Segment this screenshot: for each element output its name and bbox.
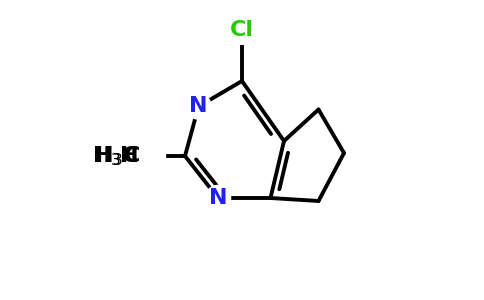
Text: Cl: Cl xyxy=(230,20,254,40)
Text: N: N xyxy=(209,188,227,208)
Text: H: H xyxy=(120,146,138,166)
Circle shape xyxy=(227,16,257,44)
Circle shape xyxy=(205,185,230,211)
Circle shape xyxy=(116,134,161,178)
Circle shape xyxy=(111,129,166,183)
Circle shape xyxy=(186,94,211,119)
Text: H$_3$C: H$_3$C xyxy=(94,144,140,168)
Text: H$_3$C: H$_3$C xyxy=(92,144,138,168)
Text: N: N xyxy=(189,97,208,116)
